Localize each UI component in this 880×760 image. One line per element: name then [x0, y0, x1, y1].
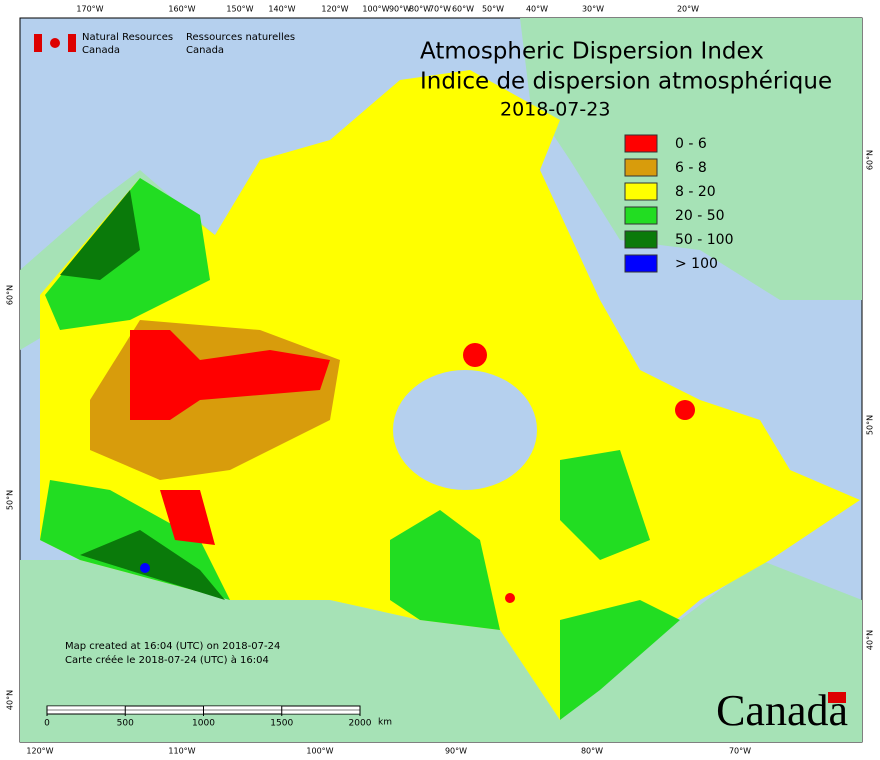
legend-label: 8 - 20	[675, 184, 716, 200]
hudson-bay	[393, 370, 537, 490]
longitude-label: 160°W	[168, 5, 195, 14]
scale-label: 1500	[270, 719, 293, 729]
org-fr-2: Canada	[186, 45, 224, 56]
legend-label: 0 - 6	[675, 136, 707, 152]
flag-band	[34, 34, 42, 52]
scale-segment	[281, 709, 361, 715]
longitude-label: 90°W	[389, 5, 411, 14]
flag-leaf	[50, 38, 60, 48]
created-fr: Carte créée le 2018-07-24 (UTC) à 16:04	[65, 654, 269, 666]
flag-band	[68, 34, 76, 52]
legend-swatch	[624, 158, 658, 177]
wordmark-flag	[828, 692, 846, 703]
latitude-label: 60°N	[866, 150, 875, 170]
legend-label: 6 - 8	[675, 160, 707, 176]
scale-label: 500	[117, 719, 134, 729]
longitude-label: 90°W	[445, 747, 467, 756]
legend-label: 20 - 50	[675, 208, 725, 224]
longitude-label: 100°W	[362, 5, 389, 14]
longitude-label: 60°W	[452, 5, 474, 14]
legend-swatch	[624, 134, 658, 153]
title-en: Atmospheric Dispersion Index	[420, 39, 764, 65]
longitude-label: 70°W	[729, 747, 751, 756]
longitude-label: 150°W	[226, 5, 253, 14]
quebec-green	[560, 450, 650, 560]
legend-swatch	[624, 206, 658, 225]
red-zone-south	[160, 490, 215, 545]
legend-swatch	[624, 182, 658, 201]
longitude-label: 170°W	[76, 5, 103, 14]
scale-unit: km	[378, 718, 392, 728]
greenland	[520, 18, 862, 300]
yukon-dark-green	[60, 190, 140, 280]
scale-label: 1000	[192, 719, 215, 729]
wordmark: Canada	[716, 686, 848, 735]
scale-segment	[125, 709, 204, 715]
longitude-label: 120°W	[26, 747, 53, 756]
scale-label: 0	[44, 719, 50, 729]
red-spot	[463, 343, 487, 367]
legend-label: > 100	[675, 256, 718, 272]
south-green	[560, 600, 680, 720]
longitude-label: 70°W	[429, 5, 451, 14]
united-states	[20, 560, 862, 742]
title-fr: Indice de dispersion atmosphérique	[420, 69, 832, 95]
longitude-label: 30°W	[582, 5, 604, 14]
longitude-label: 80°W	[581, 747, 603, 756]
red-zone	[130, 330, 330, 420]
longitude-label: 140°W	[268, 5, 295, 14]
legend-swatch	[624, 254, 658, 273]
created-en: Map created at 16:04 (UTC) on 2018-07-24	[65, 641, 280, 652]
red-spot	[675, 400, 695, 420]
org-en: Natural Resources	[82, 32, 173, 43]
longitude-label: 80°W	[409, 5, 431, 14]
title-date: 2018-07-23	[500, 99, 610, 121]
longitude-label: 110°W	[168, 747, 195, 756]
latitude-label: 50°N	[866, 415, 875, 435]
legend-label: 50 - 100	[675, 232, 734, 248]
scale-segment	[46, 705, 126, 711]
longitude-label: 40°W	[526, 5, 548, 14]
scale-label: 2000	[349, 719, 372, 729]
ontario-green	[390, 510, 500, 630]
bc-dark-green	[80, 530, 225, 600]
latitude-label: 40°N	[866, 630, 875, 650]
legend-swatch	[624, 230, 658, 249]
latitude-label: 50°N	[6, 490, 15, 510]
org-fr: Ressources naturelles	[186, 32, 295, 43]
org-en-2: Canada	[82, 45, 120, 56]
latitude-label: 40°N	[6, 690, 15, 710]
longitude-label: 120°W	[321, 5, 348, 14]
blue-spot	[140, 563, 150, 573]
red-spot	[505, 593, 515, 603]
longitude-label: 100°W	[306, 747, 333, 756]
longitude-label: 20°W	[677, 5, 699, 14]
longitude-label: 50°W	[482, 5, 504, 14]
scale-segment	[203, 705, 282, 711]
latitude-label: 60°N	[6, 285, 15, 305]
